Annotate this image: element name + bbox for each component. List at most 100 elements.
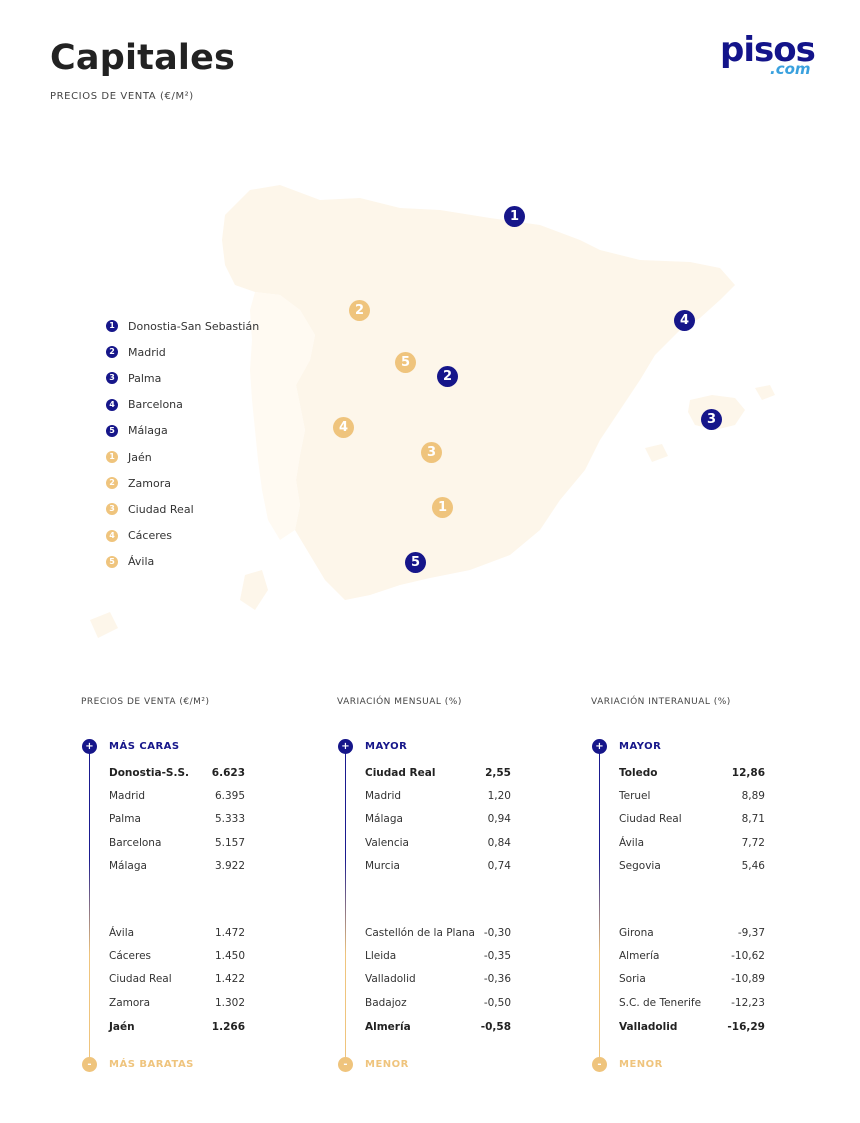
- city-name: Madrid: [109, 790, 146, 802]
- table-row: Valladolid -0,36: [365, 973, 511, 989]
- city-value: 7,72: [741, 837, 765, 849]
- city-name: Barcelona: [109, 837, 162, 849]
- city-value: 6.395: [214, 790, 245, 802]
- city-value: 0,84: [487, 837, 511, 849]
- table-row: Ávila 1.472: [109, 927, 245, 943]
- city-value: -0,58: [480, 1021, 511, 1033]
- legend-label: Barcelona: [128, 398, 183, 412]
- portugal-shape: [250, 292, 315, 540]
- table-row: Barcelona 5.157: [109, 837, 245, 853]
- legend-item: 1 Jaén: [106, 447, 152, 467]
- legend-number-badge: 5: [106, 555, 118, 568]
- map-marker-expensive-2[interactable]: 2: [437, 366, 458, 387]
- menorca-shape: [755, 385, 775, 400]
- city-name: Castellón de la Plana: [365, 927, 475, 939]
- city-value: -10,62: [731, 950, 765, 962]
- city-value: -12,23: [731, 997, 765, 1009]
- city-name: Lleida: [365, 950, 397, 962]
- legend-item: 4 Cáceres: [106, 526, 172, 546]
- pisos-logo[interactable]: pisos .com: [720, 30, 830, 86]
- city-value: 2,55: [485, 767, 511, 779]
- legend-label: Madrid: [128, 345, 166, 359]
- legend-number-badge: 3: [106, 372, 118, 385]
- city-name: Almería: [619, 950, 660, 962]
- table-row: Almería -0,58: [365, 1021, 511, 1037]
- city-value: 0,74: [487, 860, 511, 872]
- section-label-top: MAYOR: [619, 741, 662, 752]
- minus-icon: -: [592, 1057, 607, 1072]
- map-marker-cheap-5[interactable]: 5: [395, 352, 416, 373]
- table-row: Valladolid -16,29: [619, 1021, 765, 1037]
- city-value: 1.450: [214, 950, 245, 962]
- legend-item: 2 Zamora: [106, 473, 171, 493]
- legend-label: Palma: [128, 371, 162, 385]
- section-label-top: MAYOR: [365, 741, 408, 752]
- city-name: Toledo: [619, 767, 658, 779]
- map-marker-expensive-4[interactable]: 4: [674, 310, 695, 331]
- table-row: Donostia-S.S. 6.623: [109, 767, 245, 783]
- plus-icon: +: [338, 739, 353, 754]
- city-value: 5,46: [741, 860, 765, 872]
- legend-item: 1 Donostia-San Sebastián: [106, 316, 259, 336]
- table-row: Málaga 0,94: [365, 813, 511, 829]
- city-name: Badajoz: [365, 997, 407, 1009]
- city-value: -0,30: [483, 927, 511, 939]
- table-row: Madrid 1,20: [365, 790, 511, 806]
- map-marker-cheap-2[interactable]: 2: [349, 300, 370, 321]
- city-name: Ciudad Real: [619, 813, 682, 825]
- city-value: -9,37: [737, 927, 765, 939]
- legend-item: 2 Madrid: [106, 342, 166, 362]
- map-marker-cheap-4[interactable]: 4: [333, 417, 354, 438]
- legend-label: Cáceres: [128, 529, 173, 543]
- table-row: Girona -9,37: [619, 927, 765, 943]
- legend-number-badge: 2: [106, 477, 118, 490]
- page-title: Capitales: [50, 38, 236, 78]
- logo-wordmark: pisos: [720, 30, 816, 70]
- map-marker-cheap-3[interactable]: 3: [421, 442, 442, 463]
- map-marker-cheap-1[interactable]: 1: [432, 497, 453, 518]
- city-name: Zamora: [109, 997, 151, 1009]
- section-label-bottom: MENOR: [619, 1059, 663, 1070]
- minus-icon: -: [82, 1057, 97, 1072]
- city-value: 1,20: [487, 790, 511, 802]
- city-value: 1.472: [214, 927, 245, 939]
- table-row: Valencia 0,84: [365, 837, 511, 853]
- legend-label: Ciudad Real: [128, 502, 194, 516]
- plus-icon: +: [82, 739, 97, 754]
- map-marker-expensive-3[interactable]: 3: [701, 409, 722, 430]
- table-row: Málaga 3.922: [109, 860, 245, 876]
- city-name: Jaén: [109, 1021, 135, 1033]
- city-value: -16,29: [727, 1021, 765, 1033]
- city-value: 8,71: [741, 813, 765, 825]
- table-row: Ciudad Real 1.422: [109, 973, 245, 989]
- city-name: Teruel: [619, 790, 651, 802]
- city-name: Segovia: [619, 860, 661, 872]
- column-header: VARIACIÓN MENSUAL (%): [337, 697, 462, 707]
- city-name: Soria: [619, 973, 646, 985]
- city-value: 6.623: [211, 767, 245, 779]
- city-value: -0,36: [483, 973, 511, 985]
- city-name: Valladolid: [619, 1021, 678, 1033]
- city-name: Donostia-S.S.: [109, 767, 190, 779]
- legend-number-badge: 5: [106, 424, 118, 437]
- legend-label: Zamora: [128, 476, 171, 490]
- column-header: VARIACIÓN INTERANUAL (%): [591, 697, 731, 707]
- table-row: Toledo 12,86: [619, 767, 765, 783]
- legend-number-badge: 4: [106, 529, 118, 542]
- table-row: Segovia 5,46: [619, 860, 765, 876]
- city-name: Cáceres: [109, 950, 152, 962]
- map-marker-expensive-1[interactable]: 1: [504, 206, 525, 227]
- city-name: Ciudad Real: [365, 767, 436, 779]
- legend-number-badge: 1: [106, 451, 118, 463]
- city-value: 12,86: [731, 767, 765, 779]
- city-name: Madrid: [365, 790, 402, 802]
- city-value: -0,50: [483, 997, 511, 1009]
- city-name: Palma: [109, 813, 141, 825]
- legend-label: Jaén: [128, 450, 152, 464]
- legend-label: Málaga: [128, 424, 168, 438]
- city-name: Almería: [365, 1021, 411, 1033]
- city-name: S.C. de Tenerife: [619, 997, 702, 1009]
- map-marker-expensive-5[interactable]: 5: [405, 552, 426, 573]
- ibiza-shape: [645, 444, 668, 462]
- city-value: 0,94: [487, 813, 511, 825]
